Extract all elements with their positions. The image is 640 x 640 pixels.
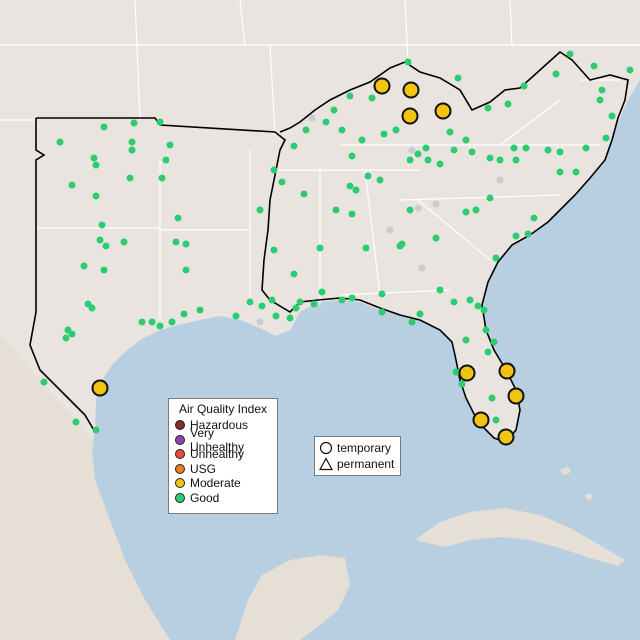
legend-item-label: Good xyxy=(190,490,220,505)
yucatan-landmass xyxy=(235,555,350,640)
legend-swatch-icon xyxy=(175,478,185,489)
legend-temporary: temporary xyxy=(319,440,396,456)
legend-item-label: Unhealthy xyxy=(190,447,245,462)
legend-item: USG xyxy=(175,462,271,477)
legend-item: Good xyxy=(175,491,271,506)
legend-item-label: Hazardous xyxy=(190,418,249,433)
moderate-stations xyxy=(91,77,525,446)
triangle-icon xyxy=(319,457,333,471)
legend-title: Air Quality Index xyxy=(178,402,268,416)
legend-items: Hazardous Very Unhealthy Unhealthy USG Moder… xyxy=(175,418,271,505)
moderate-station xyxy=(507,387,525,405)
legend-item-label: Very Unhealthy xyxy=(190,425,245,454)
region-outline xyxy=(29,50,629,443)
legend-item: Unhealthy xyxy=(175,447,271,462)
moderate-station xyxy=(401,107,419,125)
cuba-landmass xyxy=(415,508,625,566)
state-borders xyxy=(0,0,640,320)
moderate-station xyxy=(434,102,452,120)
good-stations xyxy=(40,50,634,434)
legend-swatch-icon xyxy=(175,449,185,460)
legend-swatch-icon xyxy=(175,463,185,474)
moderate-station xyxy=(458,364,476,382)
no-data-stations xyxy=(256,114,504,326)
legend-swatch-icon xyxy=(175,492,185,503)
legend-item-label: Moderate xyxy=(190,476,241,491)
moderate-station xyxy=(498,362,516,380)
moderate-station xyxy=(91,379,109,397)
moderate-station xyxy=(373,77,391,95)
legend-swatch-icon xyxy=(175,420,185,431)
legend-swatch-icon xyxy=(175,434,185,445)
legend-temporary-label: temporary xyxy=(337,441,392,455)
legend-item: Very Unhealthy xyxy=(175,426,271,454)
mexico-landmass xyxy=(0,330,170,640)
bahamas-landmass xyxy=(560,466,593,500)
moderate-station xyxy=(402,81,420,99)
legend-permanent-label: permanent xyxy=(337,457,395,471)
aqi-legend: Air Quality Index Hazardous Very Unhealth… xyxy=(168,398,278,514)
legend-permanent: permanent xyxy=(319,456,396,472)
legend-item: Moderate xyxy=(175,476,271,491)
legend-item-label: USG xyxy=(190,461,217,476)
monitor-type-legend: temporary permanent xyxy=(314,436,401,476)
moderate-station xyxy=(472,411,490,429)
circle-icon xyxy=(319,441,333,455)
legend-item: Hazardous xyxy=(175,418,271,433)
moderate-station xyxy=(497,428,515,446)
